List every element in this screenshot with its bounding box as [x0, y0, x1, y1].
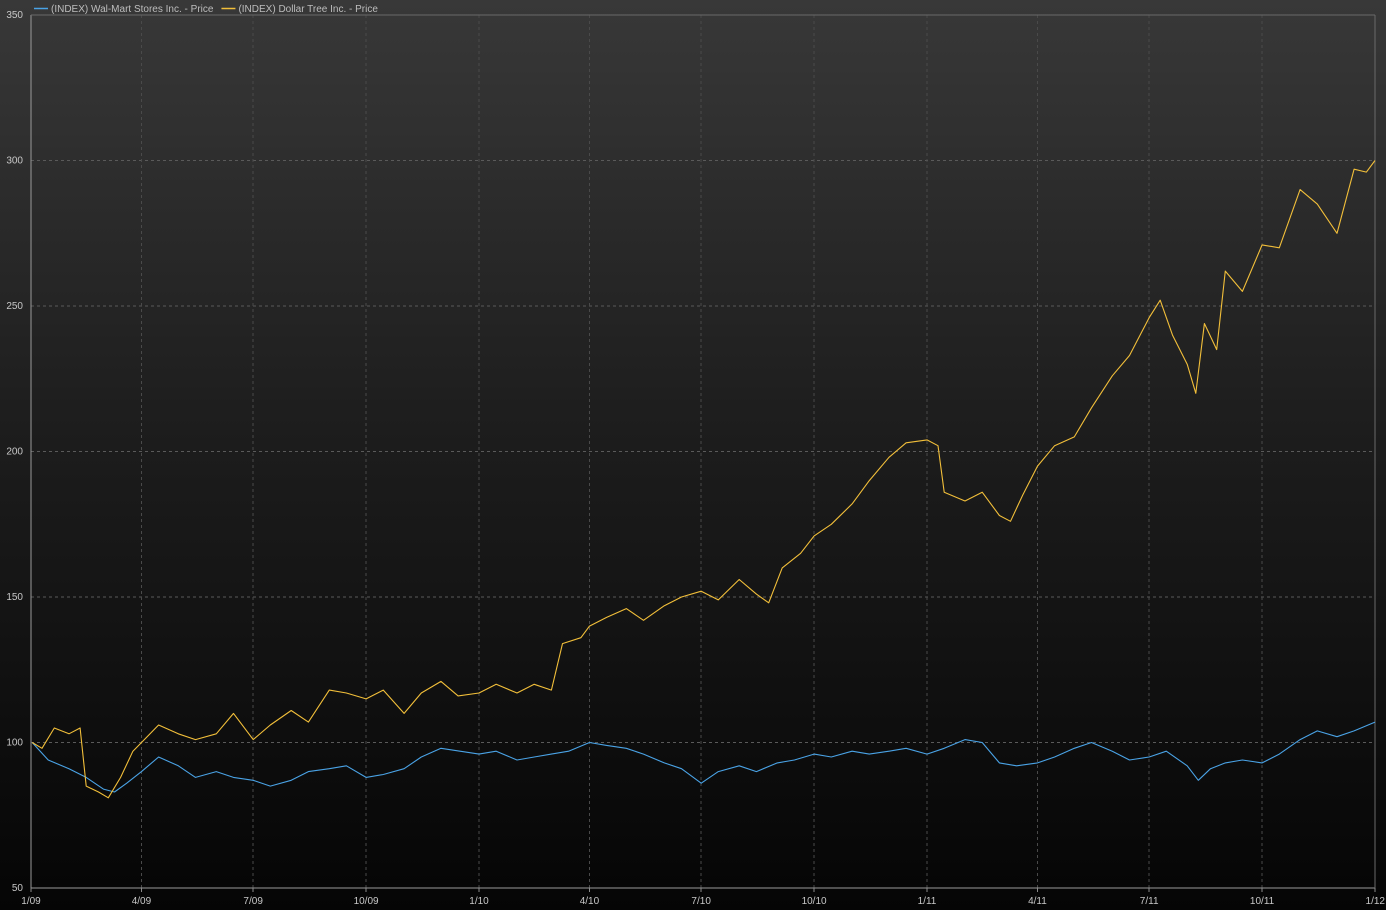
grid-lines [31, 15, 1375, 888]
legend: (INDEX) Wal-Mart Stores Inc. - Price (IND… [34, 4, 378, 15]
y-tick-label: 350 [6, 10, 23, 21]
x-tick-label: 7/11 [1140, 896, 1159, 907]
x-tick-label: 4/10 [580, 896, 600, 907]
x-tick-label: 7/09 [243, 896, 263, 907]
x-tick-label: 1/11 [918, 896, 937, 907]
x-axis-ticks: 1/09 4/09 7/09 10/09 1/10 4/10 7/10 10/10 1/11 4/… [21, 888, 1385, 907]
series-lines [31, 160, 1376, 799]
y-tick-label: 300 [6, 156, 23, 167]
x-tick-label: 10/11 [1250, 896, 1275, 907]
x-tick-label: 7/10 [691, 896, 711, 907]
x-tick-label: 1/09 [21, 896, 41, 907]
series-line-walmart [31, 721, 1376, 793]
legend-label: (INDEX) Wal-Mart Stores Inc. - Price [51, 4, 214, 15]
x-tick-label: 4/09 [132, 896, 152, 907]
y-tick-label: 250 [6, 301, 23, 312]
y-tick-label: 200 [6, 447, 23, 458]
y-tick-label: 50 [12, 883, 24, 894]
x-tick-label: 10/10 [802, 896, 827, 907]
x-tick-label: 1/12 [1366, 896, 1386, 907]
y-tick-label: 100 [6, 738, 23, 749]
y-tick-label: 150 [6, 592, 23, 603]
series-line-dollar-tree [31, 160, 1376, 799]
legend-label: (INDEX) Dollar Tree Inc. - Price [238, 4, 378, 15]
y-axis-ticks: 50 100 150 200 250 300 350 [6, 10, 23, 894]
x-tick-label: 10/09 [354, 896, 379, 907]
x-tick-label: 1/10 [469, 896, 489, 907]
x-tick-label: 4/11 [1028, 896, 1047, 907]
